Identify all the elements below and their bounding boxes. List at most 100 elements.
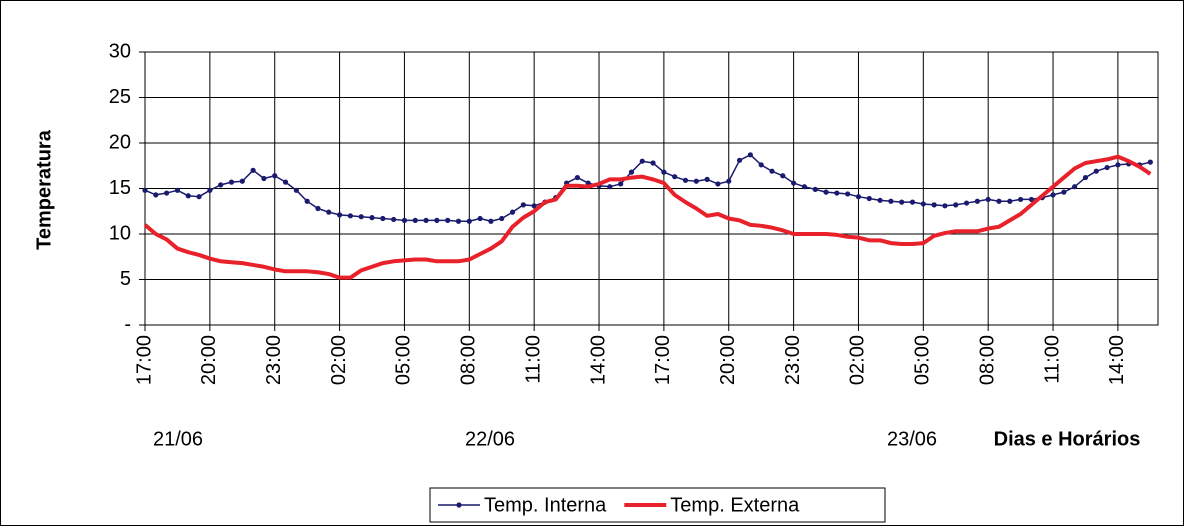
data-point xyxy=(650,160,656,166)
x-axis-label: Dias e Horários xyxy=(994,428,1141,450)
data-point xyxy=(747,152,753,158)
data-point xyxy=(304,198,310,204)
data-point xyxy=(672,174,678,180)
data-point xyxy=(239,178,245,184)
data-point xyxy=(769,168,775,174)
y-tick-label: 20 xyxy=(109,131,131,153)
data-point xyxy=(272,173,278,179)
data-point xyxy=(715,181,721,187)
data-point xyxy=(499,215,505,222)
legend-marker xyxy=(456,502,462,508)
data-point xyxy=(682,177,689,183)
x-tick-label: 02:00 xyxy=(328,335,350,385)
data-point xyxy=(931,202,937,208)
y-tick-label: 10 xyxy=(109,222,131,244)
data-point xyxy=(250,167,256,173)
data-point xyxy=(326,209,332,215)
data-point xyxy=(736,157,743,163)
data-point xyxy=(445,217,451,223)
data-point xyxy=(963,200,970,206)
y-axis-label: Temperatura xyxy=(33,129,55,250)
data-point xyxy=(877,197,883,203)
data-point xyxy=(1104,164,1110,171)
y-tick-label: 30 xyxy=(109,40,131,62)
data-point xyxy=(1018,196,1024,203)
data-point xyxy=(196,194,202,200)
data-point xyxy=(607,184,613,190)
data-point xyxy=(618,181,624,187)
data-point xyxy=(758,162,764,168)
data-point xyxy=(1061,189,1067,195)
data-point xyxy=(888,198,894,204)
x-tick-label: 14:00 xyxy=(1106,335,1128,385)
y-tick-label: 5 xyxy=(120,268,131,290)
data-point xyxy=(174,187,181,193)
data-point xyxy=(834,190,840,196)
x-tick-label: 11:00 xyxy=(1041,335,1063,384)
date-label: 23/06 xyxy=(887,428,937,450)
x-tick-label: 14:00 xyxy=(587,335,609,385)
data-point xyxy=(347,213,353,219)
x-tick-label: 11:00 xyxy=(522,335,544,384)
x-tick-label: 05:00 xyxy=(912,335,934,385)
data-point xyxy=(380,215,386,222)
x-tick-label: 17:00 xyxy=(652,335,674,385)
y-tick-label: - xyxy=(124,313,131,335)
data-point xyxy=(953,202,959,208)
data-point xyxy=(153,192,159,198)
x-tick-label: 17:00 xyxy=(133,335,155,385)
data-point xyxy=(1007,198,1013,204)
data-point xyxy=(1072,184,1078,190)
data-point xyxy=(185,193,191,199)
data-point xyxy=(531,203,537,209)
data-point xyxy=(434,217,440,223)
data-point xyxy=(293,187,299,193)
data-point xyxy=(423,217,429,223)
legend-label: Temp. Externa xyxy=(670,494,800,516)
data-point xyxy=(488,218,494,224)
data-point xyxy=(477,215,483,222)
x-tick-label: 23:00 xyxy=(782,335,804,385)
data-point xyxy=(358,214,364,220)
data-point xyxy=(509,209,516,215)
data-point xyxy=(466,218,472,224)
data-point xyxy=(391,216,397,223)
x-tick-label: 08:00 xyxy=(458,335,480,385)
data-point xyxy=(996,198,1002,204)
data-point xyxy=(218,182,224,188)
x-tick-label: 02:00 xyxy=(847,335,869,385)
data-point xyxy=(1028,196,1035,203)
legend-label: Temp. Interna xyxy=(484,494,607,516)
x-tick-label: 05:00 xyxy=(393,335,415,385)
date-label: 21/06 xyxy=(153,428,203,450)
data-point xyxy=(401,217,408,223)
x-tick-label: 20:00 xyxy=(717,335,739,385)
data-point xyxy=(282,179,289,185)
data-point xyxy=(455,218,462,224)
data-point xyxy=(899,199,905,205)
data-point xyxy=(942,203,948,209)
data-point xyxy=(1050,192,1056,198)
series-line xyxy=(143,154,1152,280)
data-point xyxy=(1115,162,1121,168)
date-label: 22/06 xyxy=(465,428,515,450)
data-point xyxy=(520,202,526,208)
data-point xyxy=(369,215,375,221)
data-point xyxy=(704,176,710,182)
data-point xyxy=(1082,174,1089,181)
series-line xyxy=(144,154,1151,223)
data-point xyxy=(1093,168,1099,174)
x-tick-label: 23:00 xyxy=(263,335,285,385)
x-tick-label: 08:00 xyxy=(976,335,998,385)
data-point xyxy=(228,179,235,185)
data-point xyxy=(985,196,991,203)
data-point xyxy=(628,169,635,175)
data-point xyxy=(801,184,808,190)
data-point xyxy=(315,205,321,212)
data-point xyxy=(1147,159,1153,165)
data-point xyxy=(412,217,418,223)
data-point xyxy=(261,175,267,182)
data-point xyxy=(845,191,851,197)
data-point xyxy=(726,178,732,184)
